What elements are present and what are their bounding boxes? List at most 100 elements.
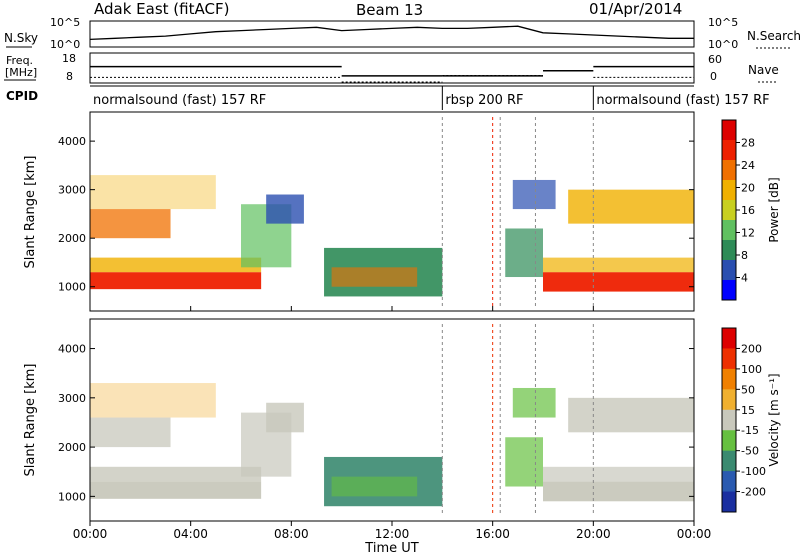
scatter-band-11 (543, 257, 694, 273)
colorbar-swatch-7 (722, 471, 736, 493)
colorbar-label-5: -50 (741, 445, 759, 458)
x-tick-label-4: 16:00 (475, 527, 510, 541)
colorbar-swatch-1 (722, 140, 736, 161)
noise-left-tick-top: 10^5 (50, 16, 80, 29)
colorbar-swatch-4 (722, 409, 736, 431)
colorbar-swatch-8 (722, 491, 736, 513)
colorbar-swatch-0 (722, 328, 736, 349)
colorbar-swatch-6 (722, 240, 736, 261)
cpid-segment-0: normalsound (fast) 157 RF (93, 93, 266, 108)
colorbar-swatch-5 (722, 430, 736, 452)
noise-left-label: N.Sky (4, 31, 38, 45)
scatter-band-0 (90, 481, 262, 499)
velocity-y-ticks: 1000 2000 3000 4000 (58, 343, 694, 503)
scatter-band-7 (331, 267, 418, 287)
cpid-segments: normalsound (fast) 157 RF rbsp 200 RF norm… (93, 86, 770, 110)
scatter-band-11 (543, 466, 694, 482)
power-y-ticks: 1000 2000 3000 4000 (58, 135, 694, 294)
colorbar-swatch-2 (722, 160, 736, 181)
colorbar-label-0: 200 (741, 342, 762, 355)
colorbar-swatch-3 (722, 180, 736, 201)
power-panel: 1000 2000 3000 4000 Slant Range [km] 28 24 20… (23, 111, 781, 312)
colorbar-swatch-2 (722, 368, 736, 390)
date-title: 01/Apr/2014 (589, 0, 682, 18)
scatter-band-2 (90, 417, 171, 448)
velocity-ylabel: Slant Range [km] (23, 364, 38, 477)
y-tick-label-2: 3000 (58, 184, 86, 197)
scatter-band-2 (90, 209, 171, 239)
colorbar-swatch-0 (722, 120, 736, 141)
colorbar-label-1: 100 (741, 363, 762, 376)
noise-right-tick-bottom: 10^0 (708, 38, 738, 51)
colorbar-label-5: 8 (741, 249, 748, 262)
beam-title: Beam 13 (356, 1, 423, 19)
freq-label-1: Freq. (6, 54, 33, 67)
scatter-band-8 (505, 437, 543, 487)
colorbar-label-6: -100 (741, 465, 766, 478)
scatter-band-12 (568, 189, 694, 224)
scatter-band-7 (331, 476, 418, 497)
colorbar-swatch-3 (722, 389, 736, 411)
scatter-band-12 (568, 397, 694, 433)
scatter-band-10 (543, 481, 694, 502)
colorbar-label-6: 4 (741, 272, 748, 285)
station-title: Adak East (fitACF) (94, 0, 229, 18)
velocity-colorbar-label: Velocity [m s⁻¹] (767, 373, 781, 466)
y-tick-label-1: 2000 (58, 441, 86, 454)
scatter-band-0 (90, 272, 262, 290)
x-tick-label-2: 08:00 (274, 527, 309, 541)
scatter-band-9 (512, 179, 556, 210)
noise-right-tick-top: 10^5 (708, 16, 738, 29)
scatter-band-5 (266, 402, 304, 433)
y-tick-label-2: 3000 (58, 392, 86, 405)
x-tick-label-1: 04:00 (173, 527, 208, 541)
velocity-heatmap (90, 324, 694, 516)
colorbar-swatch-8 (722, 280, 736, 301)
colorbar-frame (721, 327, 737, 513)
colorbar-label-0: 28 (741, 137, 755, 150)
frequency-series (90, 65, 694, 83)
velocity-colorbar: 200 100 50 15 -15 -50 -100 -200 (721, 327, 766, 513)
power-ylabel: Slant Range [km] (23, 156, 38, 269)
nave-tick-bottom: 0 (710, 70, 717, 83)
power-heatmap (90, 117, 694, 306)
colorbar-label-1: 24 (741, 159, 755, 172)
noise-series-line (89, 25, 694, 41)
scatter-band-5 (266, 194, 304, 224)
colorbar-swatch-6 (722, 450, 736, 472)
x-tick-label-5: 20:00 (576, 527, 611, 541)
colorbar-label-2: 50 (741, 383, 755, 396)
freq-tick-bottom: 8 (66, 70, 73, 83)
colorbar-swatch-1 (722, 348, 736, 370)
colorbar-swatch-4 (722, 200, 736, 221)
cpid-panel: CPID normalsound (fast) 157 RF rbsp 200 R… (6, 85, 770, 110)
y-tick-label-0: 1000 (58, 490, 86, 503)
y-tick-label-0: 1000 (58, 281, 86, 294)
colorbar-label-2: 20 (741, 182, 755, 195)
y-tick-label-1: 2000 (58, 232, 86, 245)
scatter-band-3 (90, 383, 216, 418)
x-tick-label-0: 00:00 (73, 527, 108, 541)
cpid-label: CPID (6, 89, 38, 103)
x-axis-label: Time UT (364, 541, 418, 554)
nave-tick-top: 60 (708, 53, 722, 66)
noise-right-label: N.Search (747, 29, 800, 43)
cpid-segment-2: normalsound (fast) 157 RF (596, 93, 769, 108)
colorbar-label-3: 16 (741, 204, 755, 217)
y-tick-label-3: 4000 (58, 343, 86, 356)
power-colorbar-label: Power [dB] (767, 177, 781, 242)
frequency-panel: Freq. [MHz] 18 8 60 0 Nave (4, 52, 779, 84)
freq-label-2: [MHz] (5, 66, 37, 79)
colorbar-label-4: 12 (741, 227, 755, 240)
scatter-band-1 (90, 466, 262, 482)
noise-panel: N.Sky 10^5 10^0 10^5 10^0 N.Search (4, 16, 800, 51)
noise-panel-frame (89, 20, 695, 48)
y-tick-label-3: 4000 (58, 135, 86, 148)
x-tick-label-3: 12:00 (375, 527, 410, 541)
x-tick-label-6: 00:00 (677, 527, 712, 541)
colorbar-label-7: -200 (741, 486, 766, 499)
colorbar-swatch-5 (722, 220, 736, 241)
cpid-segment-1: rbsp 200 RF (445, 93, 523, 108)
colorbar-swatch-7 (722, 260, 736, 281)
